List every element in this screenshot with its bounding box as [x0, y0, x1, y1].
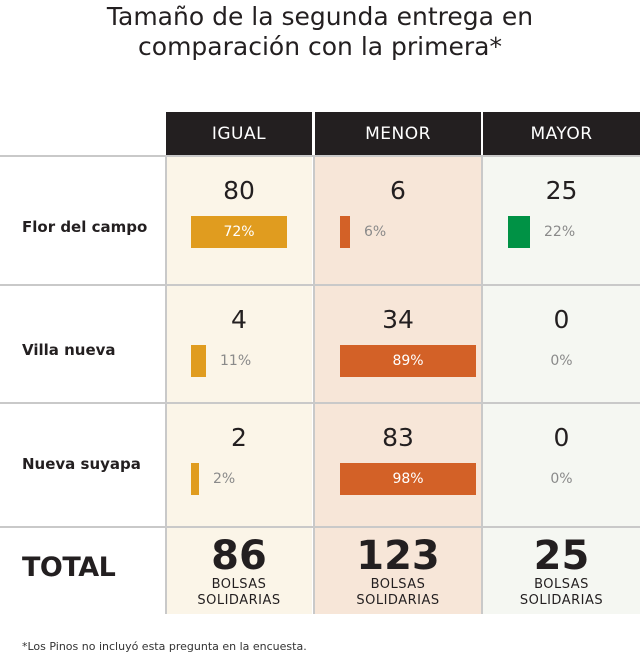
total-unit-line-1: BOLSAS	[211, 577, 267, 592]
total-cell: 25 BOLSAS SOLIDARIAS	[483, 535, 640, 609]
row-divider	[0, 526, 640, 528]
count-value: 0	[553, 423, 570, 452]
percentage-label: 89%	[392, 353, 424, 369]
row-divider	[0, 402, 640, 404]
data-cell: 80 72%	[166, 156, 312, 274]
total-unit-line-1: BOLSAS	[370, 577, 426, 592]
percentage-label: 22%	[544, 224, 576, 240]
total-unit-line-1: BOLSAS	[534, 577, 589, 592]
column-header-mayor: MAYOR	[483, 112, 640, 155]
column-header-igual: IGUAL	[166, 112, 312, 155]
row-label: Villa nueva	[22, 341, 116, 359]
total-number: 25	[533, 533, 590, 579]
percentage-bar	[191, 216, 287, 248]
data-cell: 2 2%	[166, 403, 312, 521]
data-cell: 25 22%	[483, 156, 640, 274]
total-cell: 123 BOLSAS SOLIDARIAS	[315, 535, 481, 609]
percentage-label: 6%	[364, 224, 387, 240]
row-divider	[0, 284, 640, 286]
total-number: 123	[356, 533, 440, 579]
total-cell: 86 BOLSAS SOLIDARIAS	[166, 535, 312, 609]
count-value: 2	[231, 423, 247, 452]
percentage-bar	[340, 216, 350, 248]
column-header-menor: MENOR	[315, 112, 481, 155]
data-cell: 4 11%	[166, 285, 312, 403]
chart-title-line-1: Tamaño de la segunda entrega en	[106, 2, 534, 31]
percentage-label: 0%	[550, 471, 573, 487]
total-unit-line-2: SOLIDARIAS	[197, 593, 281, 608]
total-unit-line-2: SOLIDARIAS	[356, 593, 440, 608]
percentage-label: 98%	[392, 471, 424, 487]
percentage-label: 0%	[550, 353, 573, 369]
count-value: 0	[553, 305, 570, 334]
percentage-bar	[508, 216, 530, 248]
column-divider	[313, 156, 315, 614]
percentage-label: 72%	[223, 224, 255, 240]
row-divider	[0, 155, 640, 157]
count-value: 80	[223, 176, 255, 205]
data-cell: 34 89%	[315, 285, 481, 403]
row-label: Nueva suyapa	[22, 455, 141, 473]
footnote: *Los Pinos no incluyó esta pregunta en l…	[22, 640, 307, 653]
percentage-bar	[191, 345, 206, 377]
percentage-bar	[191, 463, 199, 495]
data-cell: 0 0%	[483, 285, 640, 403]
chart-title: Tamaño de la segunda entrega en comparac…	[0, 2, 640, 62]
total-unit-line-2: SOLIDARIAS	[519, 593, 604, 608]
data-cell: 83 98%	[315, 403, 481, 521]
count-value: 25	[545, 176, 578, 205]
percentage-label: 2%	[213, 471, 236, 487]
percentage-bar	[340, 345, 476, 377]
total-label: TOTAL	[22, 552, 116, 583]
data-cell: 0 0%	[483, 403, 640, 521]
count-value: 34	[382, 305, 414, 334]
data-cell: 6 6%	[315, 156, 481, 274]
total-number: 86	[211, 533, 267, 579]
row-label: Flor del campo	[22, 218, 148, 236]
column-divider	[165, 156, 167, 614]
percentage-label: 11%	[220, 353, 252, 369]
chart-title-line-2: comparación con la primera*	[138, 32, 502, 61]
count-value: 4	[231, 305, 247, 334]
count-value: 83	[382, 423, 414, 452]
count-value: 6	[390, 176, 406, 205]
percentage-bar	[340, 463, 476, 495]
column-divider	[481, 156, 483, 614]
